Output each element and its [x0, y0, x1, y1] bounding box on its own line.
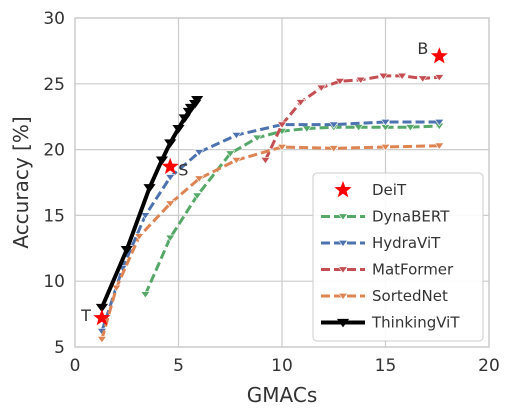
thinkingvit-point [95, 303, 108, 313]
sortednet-point [434, 142, 445, 150]
sortednet-point [380, 143, 391, 152]
hydravit-point [165, 174, 176, 182]
thinkingvit-point [120, 246, 133, 255]
y-axis-label: Accuracy [%] [9, 116, 33, 248]
matformer-point [355, 76, 366, 84]
legend-marker-sortednet [337, 292, 349, 301]
matformer-point [378, 72, 389, 81]
y-tick-label: 15 [43, 206, 65, 226]
legend-label-sortednet: SortedNet [372, 287, 448, 305]
hydravit-point [380, 118, 391, 127]
thinkingvit-point [178, 114, 191, 123]
y-tick-label: 5 [54, 338, 65, 358]
series-thinkingvit [95, 95, 204, 313]
y-tick-label: 20 [43, 141, 65, 161]
thinkingvit-point [191, 95, 204, 105]
series-sortednet [96, 142, 445, 344]
legend-item-dynabert: DynaBERT [321, 208, 450, 226]
matformer-line [264, 74, 440, 161]
legend-marker-dynabert [337, 213, 349, 221]
series-dynabert [140, 122, 445, 299]
hydravit-point [194, 149, 205, 157]
x-axis-label: GMACs [247, 383, 317, 407]
matformer-point [434, 74, 445, 82]
hydravit-line [100, 120, 440, 332]
matformer-point [260, 157, 271, 165]
legend-marker-deit [334, 181, 352, 198]
dynabert-point [140, 291, 151, 299]
legend-item-thinkingvit: ThinkingViT [321, 314, 460, 332]
series-deit: T S B [80, 39, 448, 326]
hydravit-point [140, 212, 151, 220]
legend: DeiT DynaBERT HydraViT MatFormer SortedNet Th… [312, 172, 484, 342]
dynabert-line [144, 124, 440, 296]
plot-frame [74, 17, 490, 348]
sortednet-point [194, 175, 205, 183]
x-tick-label: 20 [478, 356, 500, 376]
legend-item-matformer: MatFormer [321, 261, 454, 279]
legend-item-deit: DeiT [334, 181, 407, 199]
y-tick-label: 25 [43, 75, 65, 95]
thinkingvit-point [143, 184, 156, 193]
legend-label-deit: DeiT [372, 181, 407, 199]
series-layer: T S B [80, 39, 448, 344]
x-tick-label: 5 [173, 356, 184, 376]
matformer-point [396, 72, 408, 81]
legend-label-dynabert: DynaBERT [372, 208, 450, 226]
legend-label-thinkingvit: ThinkingViT [371, 314, 460, 332]
sortednet-line [100, 144, 440, 340]
series-matformer [260, 72, 445, 165]
matformer-point [295, 99, 306, 107]
sortednet-point [276, 143, 288, 152]
legend-item-sortednet: SortedNet [321, 287, 448, 305]
sortednet-point [111, 284, 122, 292]
point-label-S: S [178, 161, 188, 180]
legend-marker-hydravit [337, 240, 349, 248]
x-tick-label: 10 [271, 356, 293, 376]
dynabert-point [252, 134, 263, 142]
x-tick-label: 15 [375, 356, 397, 376]
sortednet-point [165, 200, 176, 208]
matformer-point [417, 75, 428, 83]
y-tick-label: 10 [43, 272, 65, 292]
legend-item-hydravit: HydraViT [321, 234, 441, 252]
sortednet-point [231, 157, 242, 165]
matformer-point [334, 78, 346, 86]
sortednet-point [96, 336, 107, 344]
point-label-B: B [417, 39, 428, 58]
legend-label-matformer: MatFormer [372, 261, 454, 279]
thinkingvit-point [172, 124, 185, 134]
deit-star-point [430, 47, 448, 64]
hydravit-point [328, 121, 339, 129]
deit-star-point [93, 309, 111, 326]
plot-border [74, 17, 490, 348]
legend-marker-thinkingvit [336, 318, 350, 328]
matformer-point [316, 84, 327, 92]
dynabert-point [165, 234, 176, 242]
dynabert-point [405, 124, 416, 132]
hydravit-point [434, 118, 445, 127]
deit-star-point [161, 157, 179, 174]
dynabert-point [225, 150, 236, 158]
hydravit-point [231, 132, 242, 140]
sortednet-point [134, 233, 145, 241]
matformer-point [276, 121, 288, 129]
x-tick-label: 0 [70, 356, 81, 376]
legend-marker-matformer [337, 266, 349, 274]
dynabert-point [192, 192, 203, 200]
sortednet-point [328, 145, 339, 153]
y-tick-label: 30 [43, 9, 65, 29]
thinkingvit-point [164, 139, 177, 148]
thinkingvit-line [100, 98, 199, 309]
point-label-T: T [80, 306, 91, 325]
legend-label-hydravit: HydraViT [372, 234, 441, 252]
thinkingvit-point [155, 156, 169, 166]
